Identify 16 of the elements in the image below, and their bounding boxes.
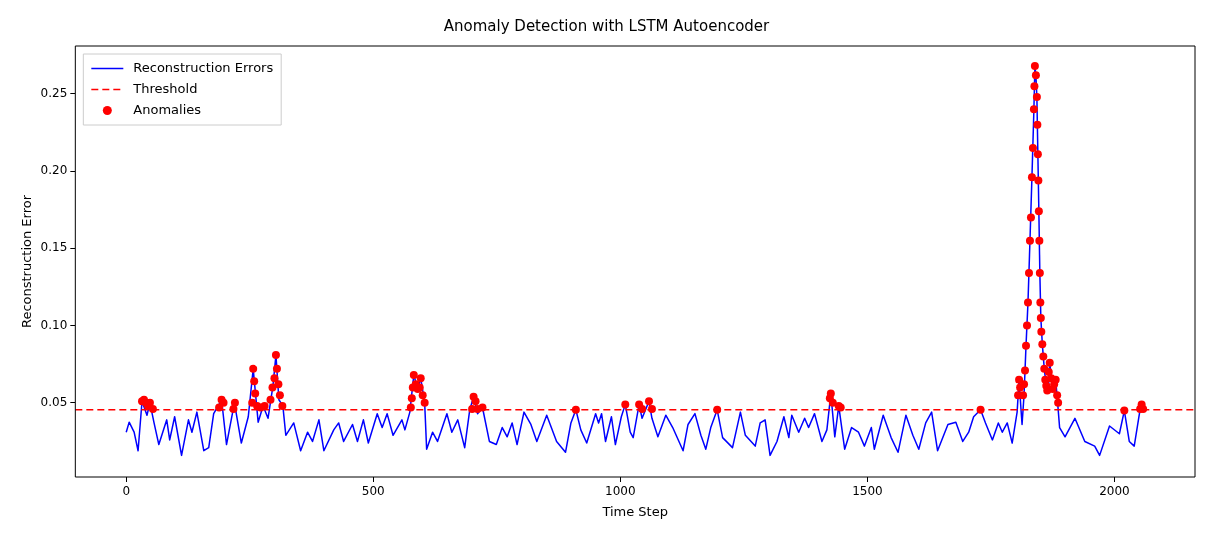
y-tick-label: 0.20 (40, 163, 68, 178)
legend-label: Anomalies (133, 101, 202, 117)
x-tick-label: 1500 (852, 484, 883, 499)
y-tick-label: 0.25 (40, 86, 68, 101)
y-tick-label: 0.10 (40, 317, 68, 332)
legend-label: Reconstruction Errors (133, 59, 274, 75)
x-axis-title: Time Step (601, 503, 668, 519)
chart-title: Anomaly Detection with LSTM Autoencoder (443, 16, 771, 35)
x-tick-label: 0 (122, 484, 131, 499)
x-tick-label: 2000 (1099, 484, 1130, 499)
x-tick-label: 500 (361, 484, 385, 499)
y-axis-title: Reconstruction Error (19, 194, 35, 329)
y-tick-label: 0.05 (40, 394, 68, 409)
legend-label: Threshold (132, 80, 198, 96)
x-tick-label: 1000 (605, 484, 636, 499)
y-tick-label: 0.15 (40, 240, 68, 255)
